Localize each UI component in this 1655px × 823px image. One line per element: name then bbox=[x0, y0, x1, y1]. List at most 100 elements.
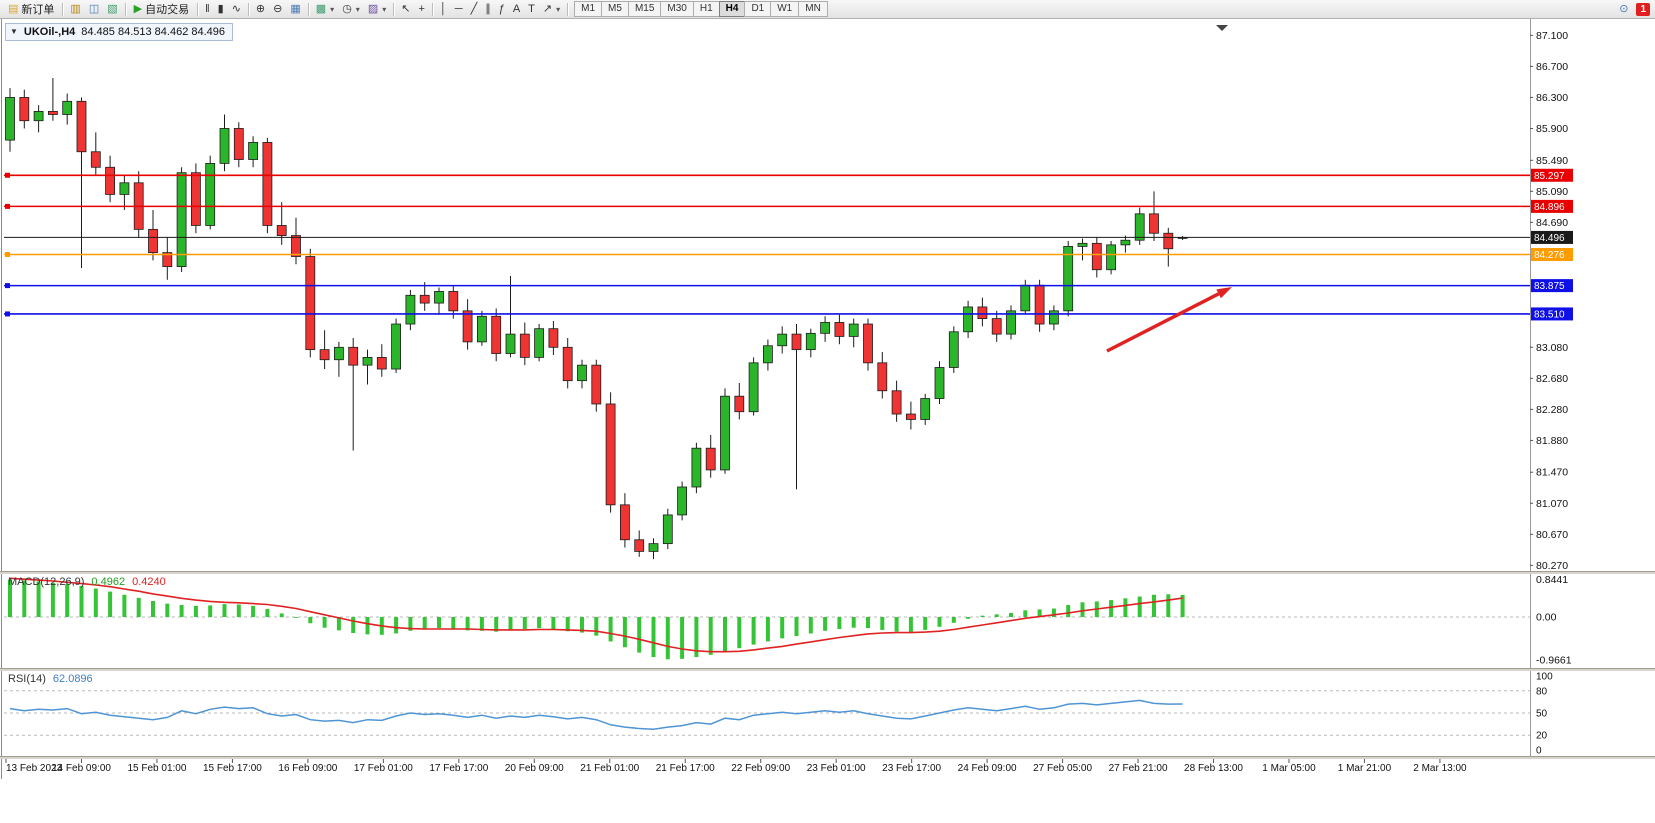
vertical-line-icon[interactable]: │ bbox=[436, 0, 451, 18]
timeframe-M1[interactable]: M1 bbox=[574, 1, 603, 17]
trend-arrow-head bbox=[1216, 287, 1232, 299]
timeframe-MN[interactable]: MN bbox=[798, 1, 828, 17]
time-tick-label: 2 Mar 13:00 bbox=[1413, 763, 1467, 774]
line-chart-icon[interactable]: ∿ bbox=[228, 0, 245, 18]
data-window-icon[interactable]: ◫ bbox=[85, 0, 103, 18]
timeframe-H1[interactable]: H1 bbox=[692, 1, 720, 17]
zoom-in-icon[interactable]: ⊕ bbox=[252, 0, 269, 18]
panel-splitter[interactable] bbox=[0, 571, 1655, 574]
level-handle[interactable] bbox=[5, 251, 10, 257]
text-icon[interactable]: A bbox=[509, 0, 524, 18]
rsi-axis-label: 0 bbox=[1536, 746, 1542, 757]
strategy-tester-icon: ▧ bbox=[107, 3, 118, 15]
axis-tick-label: 82.280 bbox=[1536, 404, 1568, 416]
axis-tick-label: 85.090 bbox=[1536, 186, 1568, 198]
notification-badge[interactable]: 1 bbox=[1636, 2, 1650, 16]
candle-up bbox=[805, 332, 816, 351]
time-tick-label: 16 Feb 09:00 bbox=[278, 763, 337, 774]
candle-down bbox=[877, 362, 888, 392]
axis-tick-label: 81.470 bbox=[1536, 467, 1568, 479]
level-handle[interactable] bbox=[5, 172, 10, 178]
profiles-icon[interactable]: ◷ ▾ bbox=[338, 0, 364, 18]
candle-up bbox=[248, 142, 259, 160]
timeframe-M15[interactable]: M15 bbox=[627, 1, 662, 17]
candle-down bbox=[991, 318, 1002, 335]
trend-arrow[interactable] bbox=[1106, 287, 1232, 353]
axis-tick-label: 82.680 bbox=[1536, 373, 1568, 385]
autotrading-button[interactable]: ▶ 自动交易 bbox=[129, 0, 194, 18]
axis-tick-label: 80.270 bbox=[1536, 560, 1568, 572]
timeframe-bar: M1 M5 M15 M30 H1 H4 D1 W1 MN bbox=[574, 1, 828, 17]
trendline-icon[interactable]: ╱ bbox=[467, 0, 482, 18]
candle-up bbox=[1134, 213, 1145, 241]
candle-down bbox=[448, 291, 459, 312]
candle-down bbox=[162, 252, 173, 268]
timeframe-H4[interactable]: H4 bbox=[718, 1, 746, 17]
channel-icon[interactable]: ∥ bbox=[481, 0, 495, 18]
new-chart-icon[interactable]: ▩ ▾ bbox=[312, 0, 338, 18]
candlestick-chart-icon[interactable]: ▮ bbox=[214, 0, 228, 18]
search-icon[interactable]: ⊙ bbox=[1619, 3, 1629, 15]
rsi-line bbox=[9, 699, 1183, 731]
candle-down bbox=[19, 97, 30, 122]
fibonacci-icon[interactable]: ƒ bbox=[495, 0, 509, 18]
chart-canvas[interactable]: 85.29784.89684.49684.27683.87583.51087.1… bbox=[0, 19, 1655, 823]
candle-down bbox=[491, 315, 502, 354]
tile-windows-icon[interactable]: ▦ bbox=[286, 0, 304, 18]
zoom-in-icon: ⊕ bbox=[255, 3, 266, 15]
rsi-axis-label: 20 bbox=[1536, 731, 1548, 742]
toolbar-buttons: ▤ 新订单 ▥ ◫ ▧ ▶ 自动交易 ‖ ▮ ∿ ⊕ ⊖ ▦ ▩ ▾ ◷ ▾ ▨ ▾ ↖ + │ ─ ╱ ∥ ƒ A T ↗ ▾ bbox=[3, 0, 571, 18]
price-marker bbox=[1531, 168, 1573, 182]
cursor-icon: ↖ bbox=[401, 3, 411, 15]
price-axis: 87.100 86.700 86.300 85.900 85.490 85.090 84.6… bbox=[1530, 19, 1568, 759]
candle-up bbox=[848, 323, 859, 337]
candle-down bbox=[863, 323, 873, 364]
new-order-button[interactable]: ▤ 新订单 bbox=[3, 0, 59, 18]
rsi-name: RSI(14) bbox=[8, 673, 46, 685]
toolbar: ▤ 新订单 ▥ ◫ ▧ ▶ 自动交易 ‖ ▮ ∿ ⊕ ⊖ ▦ ▩ ▾ ◷ ▾ ▨ ▾ ↖ + │ ─ ╱ ∥ ƒ A T ↗ ▾ M1 M5… bbox=[0, 0, 1655, 19]
trendline-icon: ╱ bbox=[470, 3, 478, 15]
dropdown-arrow-icon: ▾ bbox=[330, 4, 335, 14]
text-label-icon[interactable]: T bbox=[524, 0, 539, 18]
time-tick-label: 14 Feb 09:00 bbox=[52, 763, 111, 774]
trend-arrow-shaft[interactable] bbox=[1106, 292, 1220, 353]
dropdown-arrow-icon: ▾ bbox=[382, 4, 387, 14]
horizontal-line-icon[interactable]: ─ bbox=[451, 0, 467, 18]
level-handle[interactable] bbox=[5, 283, 10, 289]
crosshair-icon[interactable]: + bbox=[414, 0, 428, 18]
axis-tick-label: 83.080 bbox=[1536, 342, 1568, 354]
zoom-out-icon[interactable]: ⊖ bbox=[269, 0, 286, 18]
timeframe-W1[interactable]: W1 bbox=[770, 1, 800, 17]
panel-splitter[interactable] bbox=[0, 668, 1655, 671]
chart-title[interactable]: ▼ UKOil-,H4 84.485 84.513 84.462 84.496 bbox=[5, 23, 234, 41]
level-handle[interactable] bbox=[5, 203, 10, 209]
bar-chart-icon[interactable]: ‖ bbox=[201, 0, 214, 18]
market-watch-icon[interactable]: ▥ bbox=[66, 0, 84, 18]
templates-icon[interactable]: ▨ ▾ bbox=[364, 0, 390, 18]
arrows-tool-icon[interactable]: ↗ ▾ bbox=[539, 0, 564, 18]
panel-splitter[interactable] bbox=[0, 756, 1655, 759]
timeframe-M5[interactable]: M5 bbox=[601, 1, 629, 17]
collapse-arrow-icon[interactable]: ▼ bbox=[10, 27, 18, 36]
strategy-tester-icon[interactable]: ▧ bbox=[103, 0, 121, 18]
horizontal-line-icon: ─ bbox=[454, 3, 463, 15]
timeframe-M30[interactable]: M30 bbox=[660, 1, 694, 17]
candle-down bbox=[148, 228, 158, 254]
candle-up bbox=[333, 346, 344, 361]
chart-shift-marker[interactable] bbox=[1216, 25, 1228, 31]
candle-down bbox=[262, 142, 273, 226]
axis-tick-label: 86.700 bbox=[1536, 61, 1568, 73]
level-handle[interactable] bbox=[5, 311, 10, 317]
time-tick-label: 21 Feb 01:00 bbox=[580, 763, 639, 774]
candle-down bbox=[1163, 232, 1174, 250]
candle-up bbox=[205, 162, 216, 226]
cursor-icon[interactable]: ↖ bbox=[397, 0, 414, 18]
candle-down bbox=[90, 151, 101, 168]
candle-up bbox=[219, 128, 230, 164]
rsi-indicator-label: RSI(14) 62.0896 bbox=[8, 673, 93, 685]
time-tick-label: 20 Feb 09:00 bbox=[505, 763, 564, 774]
rsi-panel: 100 80 50 20 0 bbox=[4, 672, 1553, 757]
timeframe-D1[interactable]: D1 bbox=[744, 1, 772, 17]
toolbar-button-label: 自动交易 bbox=[145, 4, 190, 16]
